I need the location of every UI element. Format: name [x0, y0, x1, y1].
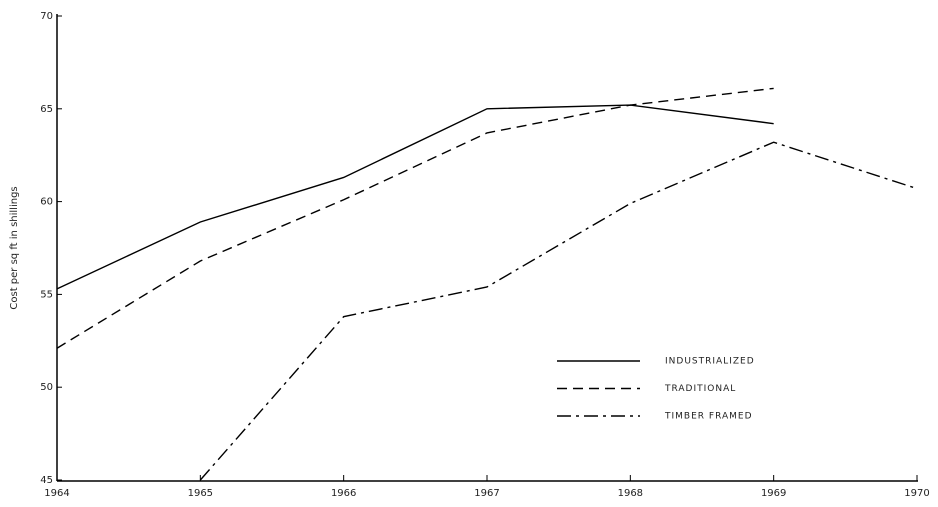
y-tick-label: 60 — [40, 197, 53, 208]
x-tick-label: 1969 — [761, 488, 786, 499]
legend-label: INDUSTRIALIZED — [665, 357, 755, 367]
legend-label: TRADITIONAL — [664, 384, 736, 394]
x-tick-label: 1966 — [331, 488, 356, 499]
y-tick-label: 55 — [40, 289, 53, 300]
x-tick-label: 1965 — [188, 488, 213, 499]
series-line — [56, 87, 774, 349]
y-tick-label: 70 — [40, 11, 53, 22]
y-tick-label: 65 — [40, 104, 53, 115]
y-tick-label: 50 — [40, 382, 53, 393]
x-tick-label: 1970 — [904, 488, 929, 499]
x-tick-label: 1964 — [44, 488, 69, 499]
series-line — [199, 141, 918, 481]
y-axis-label: Cost per sq ft in shillings — [9, 186, 20, 309]
legend-label: TIMBER FRAMED — [664, 412, 753, 422]
series-line — [56, 104, 774, 290]
x-tick-label: 1968 — [618, 488, 643, 499]
y-tick-label: 45 — [40, 475, 53, 486]
x-tick-label: 1967 — [474, 488, 499, 499]
